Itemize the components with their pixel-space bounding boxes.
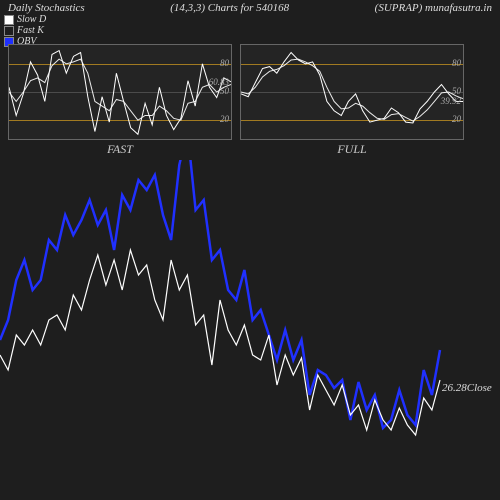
mini-panels: FAST 80502060.83 FULL 80502039.92 bbox=[8, 44, 464, 140]
main-chart: 26.28Close bbox=[0, 160, 500, 500]
header-right: (SUPRAP) munafasutra.in bbox=[375, 2, 492, 14]
mini-chart-fast: FAST 80502060.83 bbox=[8, 44, 232, 140]
mini-end-value: 60.83 bbox=[209, 77, 229, 87]
legend-fast-label: Fast K bbox=[17, 25, 44, 36]
legend: Slow D Fast K OBV bbox=[4, 14, 46, 47]
legend-fast-swatch bbox=[4, 26, 14, 36]
mini-chart-full: FULL 80502039.92 bbox=[240, 44, 464, 140]
mini-full-title: FULL bbox=[241, 142, 463, 157]
mini-end-value: 39.92 bbox=[441, 96, 461, 106]
legend-fast-k: Fast K bbox=[4, 25, 46, 36]
legend-slow-swatch bbox=[4, 15, 14, 25]
mini-fast-title: FAST bbox=[9, 142, 231, 157]
legend-slow-label: Slow D bbox=[17, 14, 46, 25]
header-left: Daily Stochastics bbox=[8, 2, 85, 14]
header-center: (14,3,3) Charts for 540168 bbox=[170, 2, 289, 14]
chart-header: Daily Stochastics (14,3,3) Charts for 54… bbox=[0, 0, 500, 14]
legend-slow-d: Slow D bbox=[4, 14, 46, 25]
